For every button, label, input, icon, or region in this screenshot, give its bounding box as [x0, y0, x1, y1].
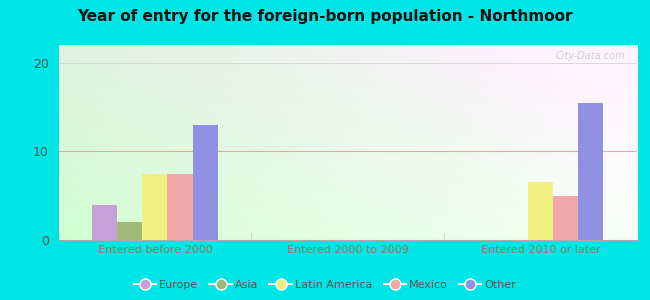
Bar: [578, 103, 603, 240]
Bar: [92, 205, 117, 240]
Bar: [117, 222, 142, 240]
Bar: [142, 173, 168, 240]
Text: Year of entry for the foreign-born population - Northmoor: Year of entry for the foreign-born popul…: [77, 9, 573, 24]
Bar: [168, 173, 192, 240]
Text: City-Data.com: City-Data.com: [556, 51, 625, 61]
Legend: Europe, Asia, Latin America, Mexico, Other: Europe, Asia, Latin America, Mexico, Oth…: [129, 276, 521, 294]
Bar: [528, 182, 553, 240]
Bar: [192, 125, 218, 240]
Bar: [553, 196, 578, 240]
